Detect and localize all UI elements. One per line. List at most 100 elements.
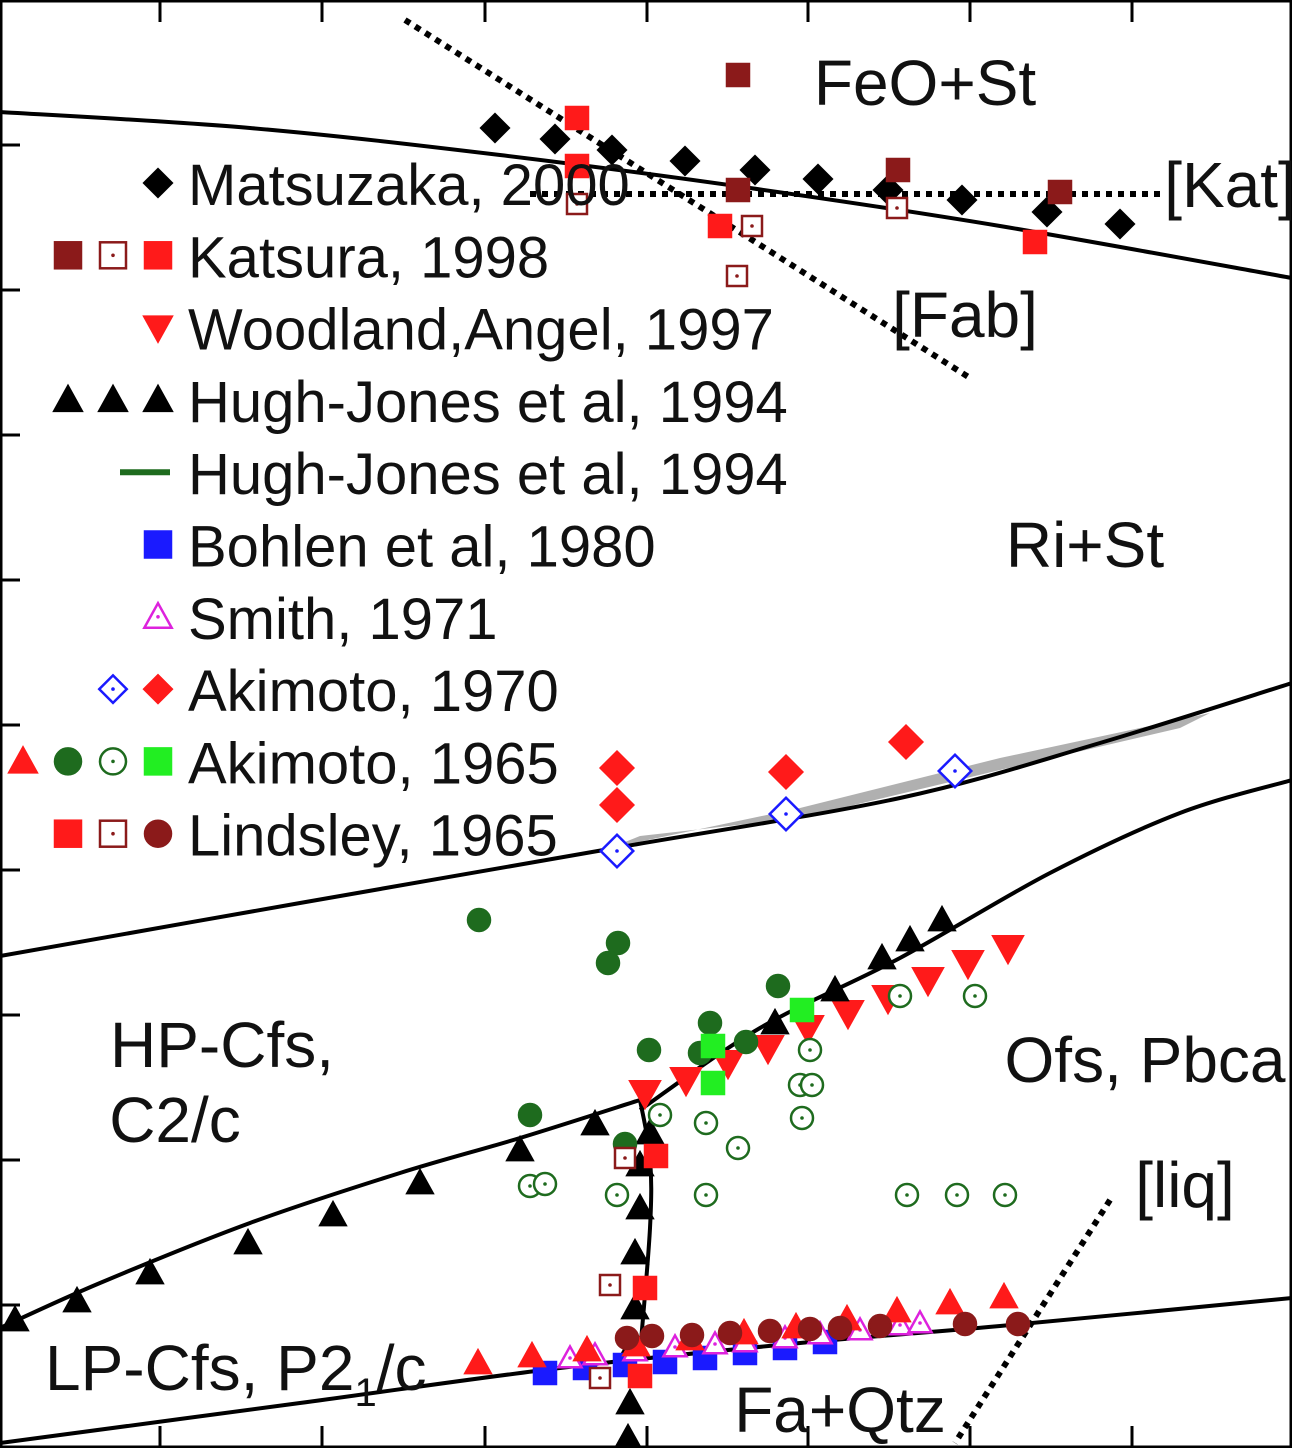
series-5-point-3 <box>233 1227 263 1255</box>
series-6-point-0 <box>532 1360 558 1386</box>
series-10-point-10 <box>989 1281 1019 1309</box>
series-11-point-3 <box>765 973 791 999</box>
series-5-point-7 <box>580 1108 610 1136</box>
series-8-point-0 <box>598 832 636 870</box>
series-0-point-2 <box>596 134 628 166</box>
series-12-point-1 <box>887 983 913 1009</box>
legend-marker-3-2 <box>142 383 174 413</box>
series-5-point-15 <box>614 1422 642 1448</box>
series-12-point-8 <box>725 1135 751 1161</box>
legend-marker-1-0 <box>53 241 83 270</box>
series-2-point-3 <box>885 196 909 220</box>
series-14-point-1 <box>632 1275 658 1301</box>
legend-label-6: Smith, 1971 <box>188 587 498 652</box>
series-5-point-1 <box>62 1285 92 1313</box>
series-3-point-3 <box>1022 229 1048 255</box>
series-0-point-9 <box>1104 208 1136 240</box>
series-12-point-4 <box>799 1072 825 1098</box>
legend-label-4: Hugh-Jones et al, 1994 <box>188 442 788 507</box>
series-5-point-10 <box>625 1192 655 1220</box>
series-1-point-0 <box>725 62 751 88</box>
series-15-point-1 <box>598 1273 622 1297</box>
series-16-point-6 <box>827 1315 853 1341</box>
legend-marker-9-1 <box>98 819 128 848</box>
legend-label-1: Katsura, 1998 <box>188 225 549 290</box>
legend-label-8: Akimoto, 1965 <box>188 731 559 796</box>
boundary-middle <box>0 681 1292 958</box>
legend-marker-7-1 <box>142 673 174 705</box>
series-16-point-3 <box>717 1320 743 1346</box>
series-12-point-10 <box>532 1171 558 1197</box>
region-label-4: HP-Cfs, <box>110 1009 334 1081</box>
series-16-point-0 <box>614 1325 640 1351</box>
plot-area: FeO+St [Kat] [Fab] Ri+St HP-Cfs,C2/c Ofs, Pbc… <box>0 17 1292 1448</box>
series-4-point-5 <box>831 999 865 1031</box>
legend-entry-9: Lindsley, 1965 <box>53 804 558 869</box>
region-label-0: FeO+St <box>814 47 1037 119</box>
legend-entry-3: Hugh-Jones et al, 1994 <box>52 370 788 435</box>
legend-entry-7: Akimoto, 1970 <box>97 659 559 724</box>
legend-marker-8-2 <box>98 747 128 776</box>
legend-marker-7-0 <box>97 673 129 705</box>
series-5-point-0 <box>0 1304 30 1332</box>
series-1-point-1 <box>725 177 751 203</box>
series-11-point-7 <box>636 1037 662 1063</box>
series-4-point-8 <box>951 949 985 981</box>
data-points <box>0 62 1136 1448</box>
series-11-point-2 <box>595 950 621 976</box>
series-12-point-2 <box>797 1037 823 1063</box>
series-11-point-0 <box>466 907 492 933</box>
series-15-point-2 <box>588 1366 612 1390</box>
legend-entry-8: Akimoto, 1965 <box>7 731 559 796</box>
series-9-point-3 <box>887 723 925 761</box>
legend-marker-5-0 <box>143 530 173 559</box>
series-10-point-2 <box>572 1334 602 1362</box>
series-10-point-8 <box>882 1295 912 1323</box>
series-0-point-4 <box>739 154 771 186</box>
series-11-point-4 <box>697 1010 723 1036</box>
shaded-uncertainty-band <box>610 713 1210 848</box>
legend-label-7: Akimoto, 1970 <box>188 659 559 724</box>
series-7-point-9 <box>886 1310 914 1336</box>
series-11-point-1 <box>605 930 631 956</box>
legend-label-9: Lindsley, 1965 <box>188 804 558 869</box>
series-2-point-2 <box>725 264 749 288</box>
series-14-point-0 <box>643 1143 669 1169</box>
boundary-liq <box>952 1198 1113 1445</box>
series-4-point-9 <box>991 934 1025 966</box>
region-label-7: [liq] <box>1135 1149 1235 1221</box>
series-7-point-4 <box>701 1329 729 1355</box>
series-5-point-12 <box>620 1292 650 1320</box>
series-16-point-5 <box>797 1316 823 1342</box>
series-16-point-7 <box>867 1313 893 1339</box>
legend-marker-8-1 <box>53 747 83 776</box>
legend-marker-1-1 <box>98 241 128 270</box>
legend-marker-3-1 <box>97 383 129 413</box>
legend: Matsuzaka, 2000 Katsura, 1998 Woodland,Ang… <box>7 153 788 869</box>
legend-label-2: Woodland,Angel, 1997 <box>188 298 774 363</box>
series-12-point-6 <box>647 1102 673 1128</box>
series-13-point-2 <box>700 1070 726 1096</box>
series-9-point-2 <box>767 753 805 791</box>
series-0-point-0 <box>479 112 511 144</box>
series-2-point-0 <box>565 192 589 216</box>
series-1-point-2 <box>885 157 911 183</box>
series-12-point-14 <box>944 1182 970 1208</box>
region-label-2: [Fab] <box>892 279 1038 351</box>
series-11-point-8 <box>517 1102 543 1128</box>
series-10-point-1 <box>517 1340 547 1368</box>
region-label-5: C2/c <box>109 1084 241 1156</box>
region-label-1: [Kat] <box>1164 149 1292 221</box>
series-5-point-18 <box>867 942 897 970</box>
region-label-6: Ofs, Pbca <box>1005 1024 1286 1096</box>
legend-marker-8-0 <box>7 745 39 774</box>
boundary-upper <box>0 110 1292 280</box>
series-5-point-6 <box>505 1134 535 1162</box>
series-0-point-1 <box>539 123 571 155</box>
series-5-point-5 <box>405 1167 435 1195</box>
series-7-point-10 <box>906 1308 934 1334</box>
series-12-point-0 <box>962 983 988 1009</box>
series-10-point-0 <box>463 1347 493 1375</box>
gray-band <box>610 713 1210 848</box>
legend-entry-2: Woodland,Angel, 1997 <box>142 298 774 363</box>
